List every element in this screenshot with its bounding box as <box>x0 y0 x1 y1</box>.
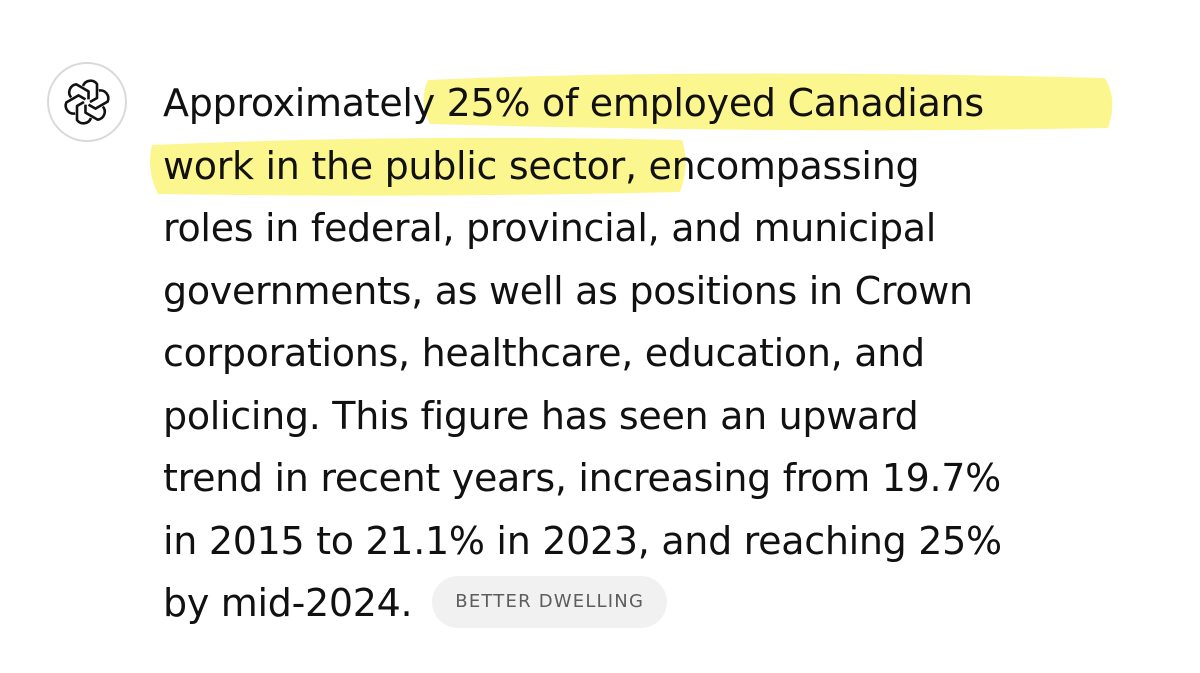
source-badge: BETTER DWELLING <box>432 575 668 628</box>
text-line: corporations, healthcare, education, and <box>163 322 1002 385</box>
text-line: work in the public sector, encompassing <box>163 135 1002 198</box>
text: trend in recent years, increasing from 1… <box>163 456 1001 500</box>
text: corporations, healthcare, education, and <box>163 331 925 375</box>
text-line: trend in recent years, increasing from 1… <box>163 447 1002 510</box>
message: Approximately 25% of employed Canadians w… <box>163 72 1002 635</box>
text: Approximately 25% of employed Canadians <box>163 81 984 125</box>
text: policing. This figure has seen an upward <box>163 393 919 438</box>
text-line: governments, as well as positions in Cro… <box>163 260 1002 323</box>
highlight-stroke <box>423 73 1113 131</box>
text: by mid-2024. <box>163 581 413 625</box>
assistant-avatar <box>47 62 127 142</box>
text-line: policing. This figure has seen an upward <box>163 385 1002 448</box>
text-line: by mid-2024. BETTER DWELLING <box>163 572 1002 635</box>
text: in 2015 to 21.1% in 2023, and reaching 2… <box>163 518 1002 563</box>
text-line: roles in federal, provincial, and munici… <box>163 197 1002 260</box>
text: roles in federal, provincial, and munici… <box>163 206 937 250</box>
text-line: in 2015 to 21.1% in 2023, and reaching 2… <box>163 510 1002 573</box>
text: work in the public sector, encompassing <box>163 143 920 188</box>
highlight-stroke <box>150 137 686 196</box>
text: governments, as well as positions in Cro… <box>163 268 973 313</box>
text-line: Approximately 25% of employed Canadians <box>163 72 1002 135</box>
